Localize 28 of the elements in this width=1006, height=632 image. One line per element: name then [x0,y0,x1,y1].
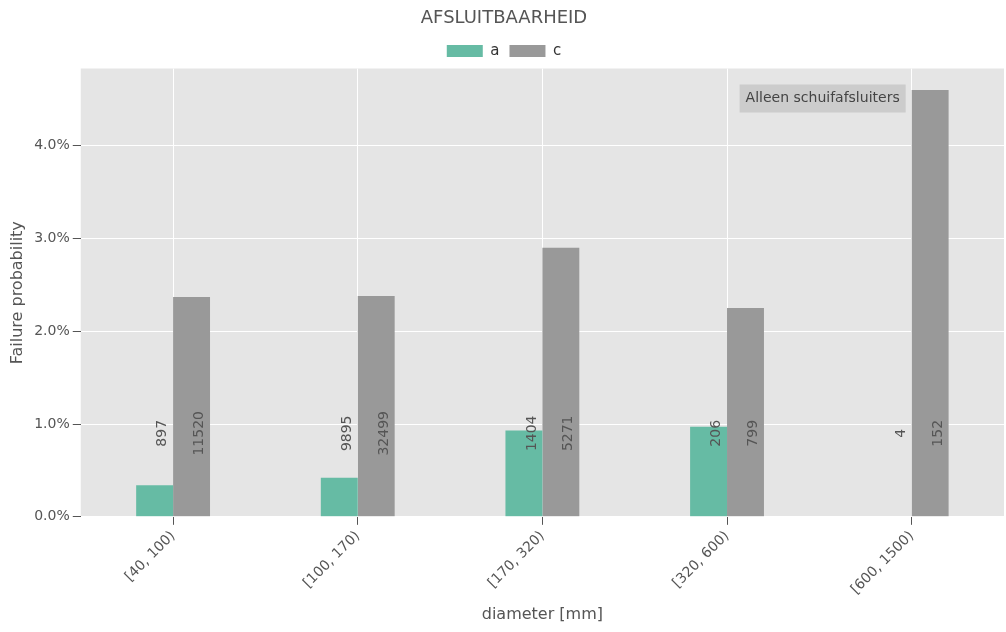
annotation: 4 [891,428,908,438]
annotation: 5271 [559,415,576,452]
legend-label: a [490,40,500,59]
y-tick-label: 3.0% [34,229,70,246]
bar [357,295,395,517]
bar [173,296,211,517]
bar [542,247,580,517]
y-axis-title: Failure probability [6,221,26,365]
annotation: 206 [707,419,724,447]
bar [320,477,358,517]
annotation: 32499 [374,411,391,456]
annotation: 1404 [522,415,539,452]
bar [727,308,764,517]
y-tick-label: 4.0% [34,136,70,153]
x-axis-title: diameter [mm] [481,603,604,623]
y-tick-label: 1.0% [34,414,70,431]
annotation: 897 [153,419,170,447]
annotation: Alleen schuifafsluiters [745,89,900,106]
legend-label: c [552,40,562,59]
chart-title: AFSLUITBAARHEID [420,6,588,28]
annotation: 152 [928,419,945,447]
annotation: 799 [744,419,761,447]
bar [136,485,174,517]
y-tick-label: 2.0% [34,321,70,338]
bar [911,89,949,517]
annotation: 9895 [337,415,354,452]
y-tick-label: 0.0% [34,507,70,524]
annotation: 11520 [190,411,207,456]
